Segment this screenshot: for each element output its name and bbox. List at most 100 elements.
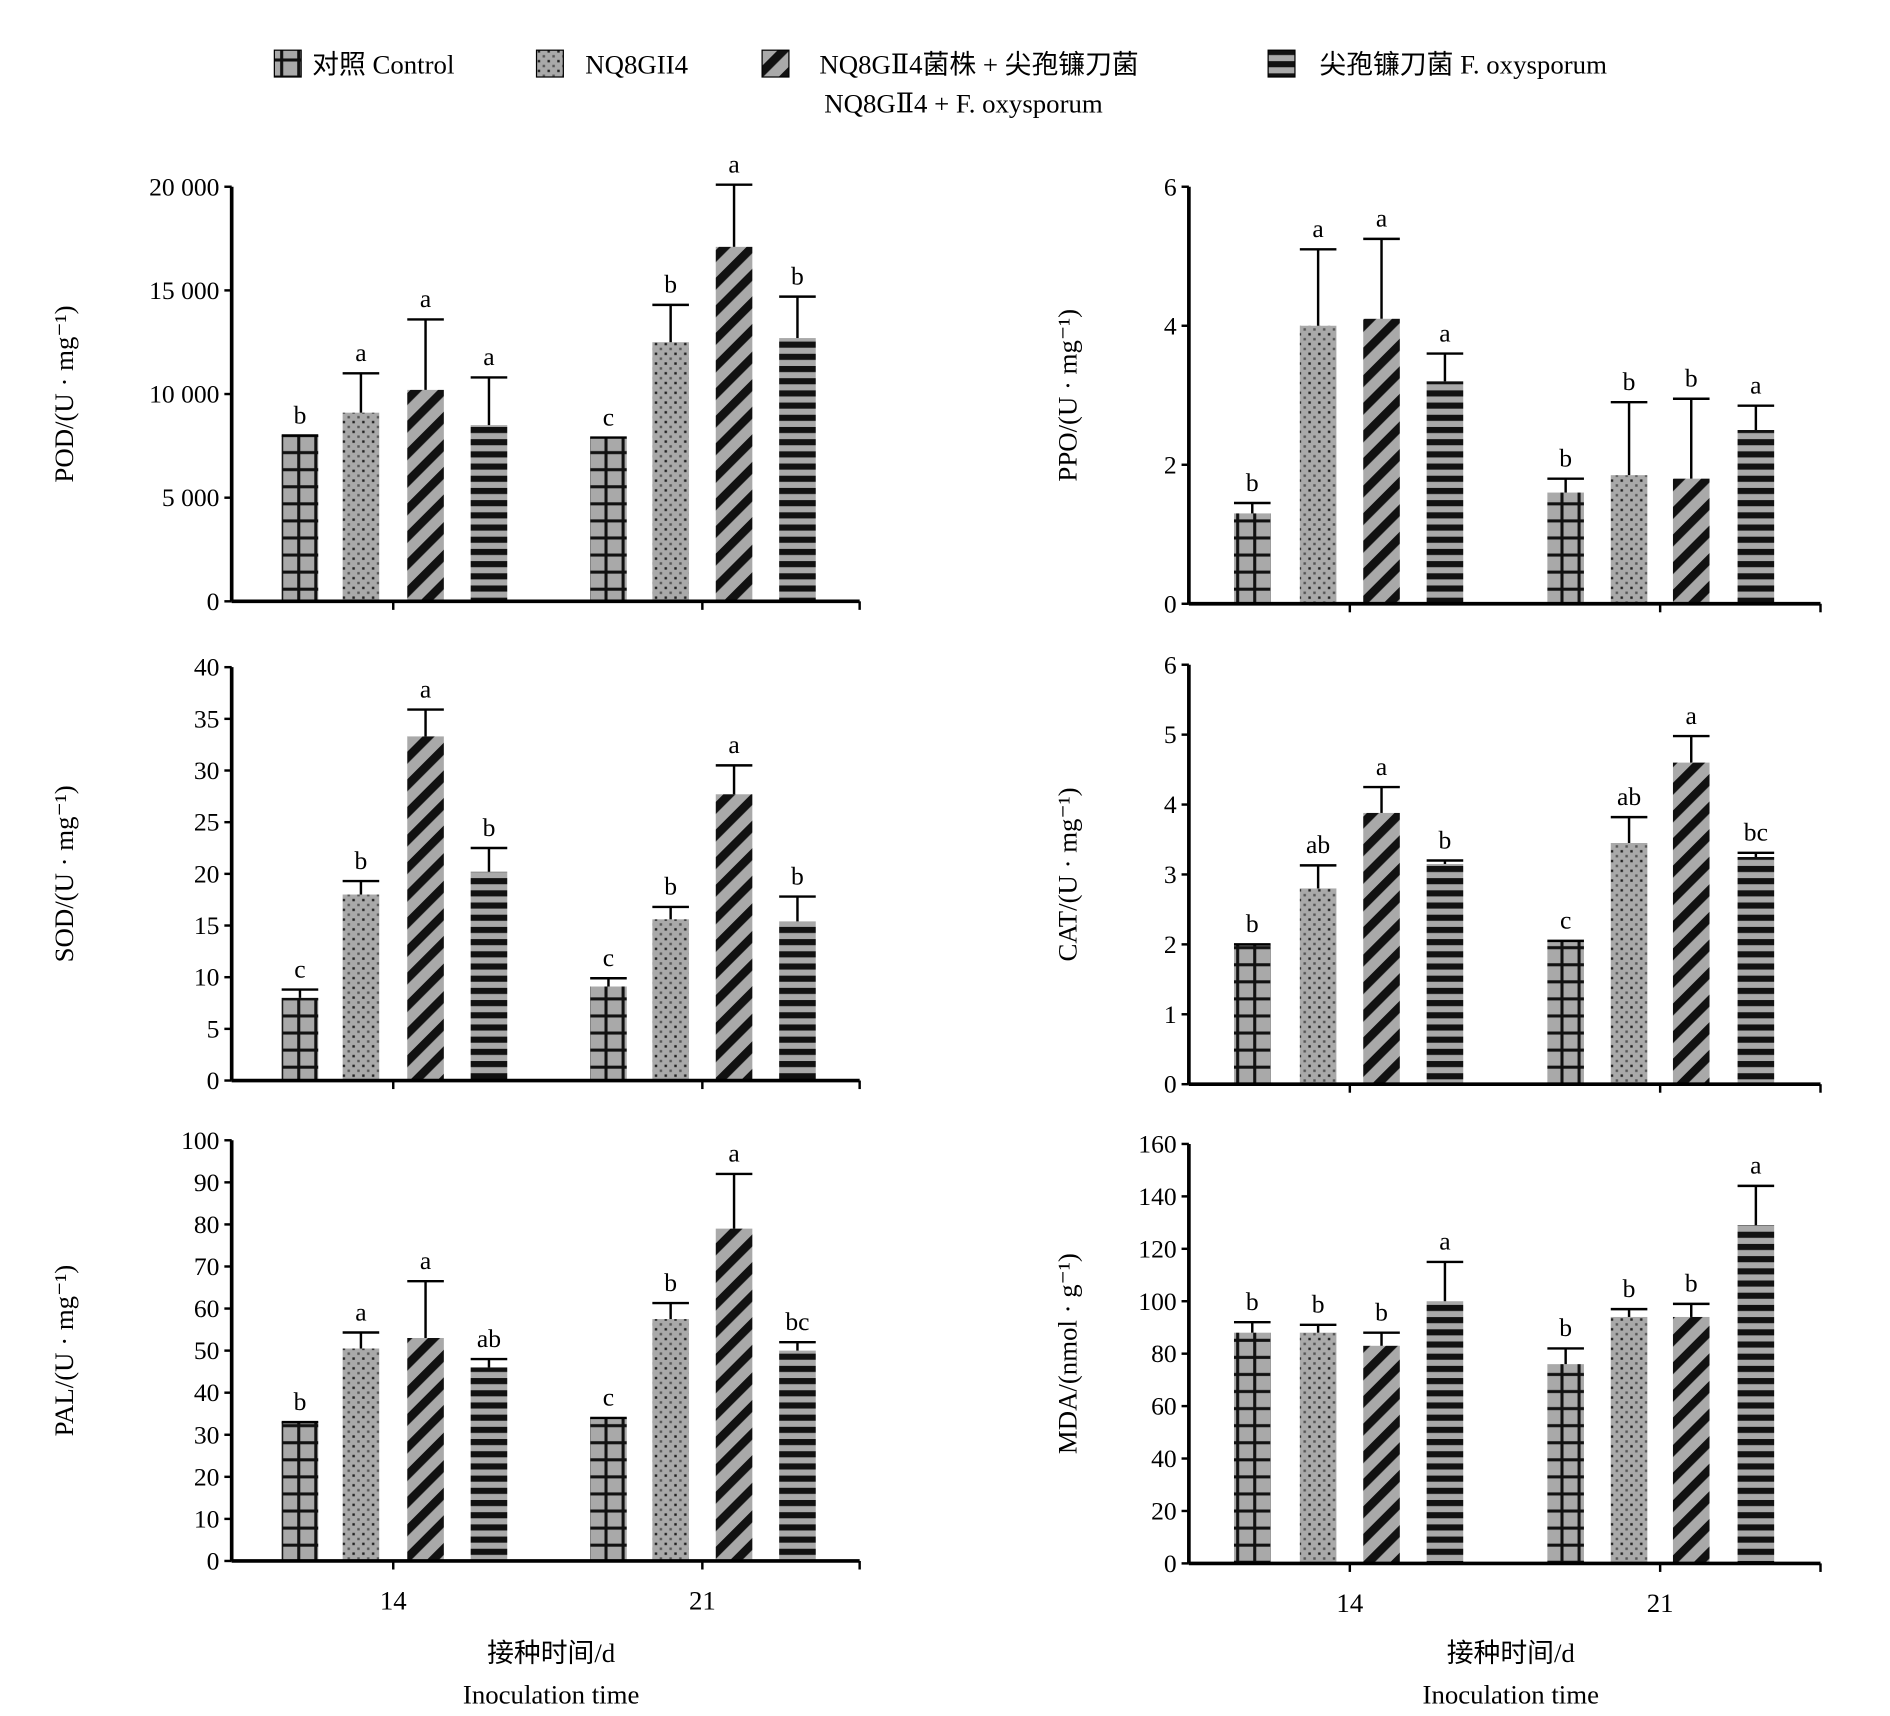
xlabel-cn: 接种时间/d: [1447, 1638, 1576, 1668]
xlabel-en: Inoculation time: [1423, 1680, 1599, 1710]
y-tick-label: 3: [1164, 860, 1177, 889]
y-axis-label: PPO/(U · mg⁻¹): [1053, 309, 1083, 482]
significance-letter: a: [1312, 214, 1324, 243]
significance-letter: c: [603, 402, 614, 431]
significance-letter: b: [1559, 1313, 1572, 1342]
y-tick-label: 60: [1151, 1392, 1177, 1421]
bar: [779, 338, 816, 602]
x-axis-title-left: 接种时间/d Inoculation time: [463, 1638, 639, 1709]
bar: [715, 246, 753, 602]
significance-letter: a: [355, 1297, 367, 1326]
significance-letter: b: [1685, 364, 1698, 393]
y-tick-label: 20: [1151, 1497, 1177, 1526]
y-tick-label: 30: [194, 756, 220, 785]
significance-letter: a: [355, 338, 367, 367]
bar: [1672, 1316, 1710, 1564]
y-tick-label: 30: [194, 1420, 220, 1449]
y-tick-label: 1: [1164, 1000, 1177, 1029]
significance-letter: b: [1246, 1287, 1259, 1316]
y-tick-label: 100: [1138, 1287, 1176, 1316]
bar: [1233, 1332, 1271, 1564]
bar: [470, 425, 508, 602]
x-tick-label: 21: [1647, 1588, 1674, 1618]
legend: 对照 Control NQ8GII4 NQ8GⅡ4菌株 + 尖孢镰刀菌 NQ8G…: [273, 49, 1607, 118]
y-tick-label: 40: [1151, 1444, 1177, 1473]
bar: [1426, 1301, 1464, 1564]
significance-letter: a: [483, 342, 495, 371]
bar: [1737, 856, 1775, 1085]
bar: [1299, 1332, 1337, 1564]
y-tick-label: 60: [194, 1294, 220, 1323]
bar: [1547, 940, 1584, 1085]
significance-letter: a: [728, 730, 740, 759]
bar: [1737, 430, 1775, 604]
significance-letter: a: [1439, 318, 1451, 347]
bar: [715, 794, 753, 1081]
x-tick-label: 21: [689, 1586, 716, 1616]
bar: [281, 997, 319, 1081]
significance-letter: bc: [785, 1307, 809, 1336]
bar: [281, 1422, 319, 1561]
significance-letter: b: [1623, 367, 1636, 396]
bar: [281, 435, 319, 602]
y-tick-label: 90: [194, 1168, 220, 1197]
bar: [1610, 843, 1648, 1085]
bar: [652, 919, 689, 1081]
bar: [470, 871, 508, 1081]
chart-panel-sod: 0 5 10 15 20 25 30 35 40 SOD/(U · mg⁻¹) c c b b a a b b: [49, 653, 861, 1095]
bar: [779, 921, 816, 1081]
significance-letter: b: [1623, 1274, 1636, 1303]
bar: [342, 894, 380, 1081]
y-axis-label: PAL/(U · mg⁻¹): [49, 1265, 79, 1437]
y-tick-label: 0: [207, 587, 220, 616]
chart-panel-ppo: 0 2 4 6 PPO/(U · mg⁻¹) b b a b a b a a: [1053, 172, 1822, 618]
y-tick-label: 160: [1138, 1129, 1176, 1158]
y-tick-label: 0: [1164, 1549, 1177, 1578]
significance-letter: b: [791, 861, 804, 890]
y-tick-label: 50: [194, 1336, 220, 1365]
significance-letter: a: [420, 284, 432, 313]
bar: [342, 1348, 380, 1561]
bar: [1426, 381, 1464, 604]
legend-label-combo-en: NQ8GⅡ4 + F. oxysporum: [824, 88, 1103, 118]
y-tick-label: 0: [1164, 589, 1177, 618]
significance-letter: a: [728, 1139, 740, 1168]
y-tick-label: 0: [207, 1066, 220, 1095]
y-tick-label: 15 000: [149, 276, 219, 305]
x-tick-label: 14: [1336, 1588, 1363, 1618]
y-tick-label: 2: [1164, 450, 1177, 479]
significance-letter: b: [1375, 1298, 1388, 1327]
significance-letter: a: [420, 1246, 432, 1275]
bar: [1737, 1225, 1775, 1564]
legend-label-combo: NQ8GⅡ4菌株 + 尖孢镰刀菌: [819, 49, 1138, 79]
bar: [590, 986, 627, 1081]
legend-label-nq8g: NQ8GII4: [585, 49, 688, 79]
significance-letter: a: [420, 674, 432, 703]
bar: [1299, 325, 1337, 604]
bar: [1363, 1345, 1400, 1564]
chart-panel-pod: 0 5 000 10 000 15 000 20 000 POD/(U · mg⁻¹) b c…: [49, 149, 861, 616]
significance-letter: a: [1686, 701, 1698, 730]
xlabel-en: Inoculation time: [463, 1680, 639, 1710]
y-tick-label: 10: [194, 1504, 220, 1533]
bar: [1363, 812, 1400, 1085]
significance-letter: b: [483, 813, 496, 842]
y-axis-label: MDA/(nmol · g⁻¹): [1053, 1253, 1083, 1454]
legend-label-control: 对照 Control: [312, 49, 454, 79]
bar: [1233, 944, 1271, 1085]
y-tick-label: 70: [194, 1252, 220, 1281]
significance-letter: b: [1439, 825, 1452, 854]
y-tick-label: 10: [194, 963, 220, 992]
bar: [1672, 762, 1710, 1085]
bar: [1547, 492, 1584, 604]
bar: [407, 389, 444, 602]
y-tick-label: 5: [207, 1014, 220, 1043]
y-tick-label: 6: [1164, 172, 1177, 201]
significance-letter: a: [1439, 1227, 1451, 1256]
significance-letter: b: [791, 261, 804, 290]
chart-panel-mda: 0 20 40 60 80 100 120 140 160 MDA/(nmol · g⁻¹) b b b…: [1053, 1129, 1822, 1618]
bar: [1610, 475, 1648, 604]
legend-swatch-foxysporum: [1267, 49, 1296, 78]
